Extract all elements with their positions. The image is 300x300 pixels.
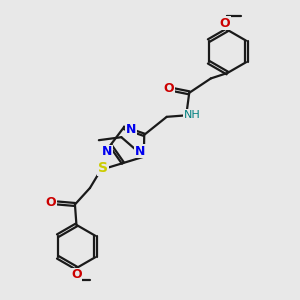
Text: O: O [71, 268, 82, 281]
Text: S: S [98, 161, 108, 176]
Text: O: O [164, 82, 174, 95]
Text: N: N [135, 145, 146, 158]
Text: N: N [102, 145, 112, 158]
Text: O: O [46, 196, 56, 209]
Text: NH: NH [184, 110, 201, 120]
Text: N: N [126, 123, 136, 136]
Text: O: O [220, 17, 230, 30]
